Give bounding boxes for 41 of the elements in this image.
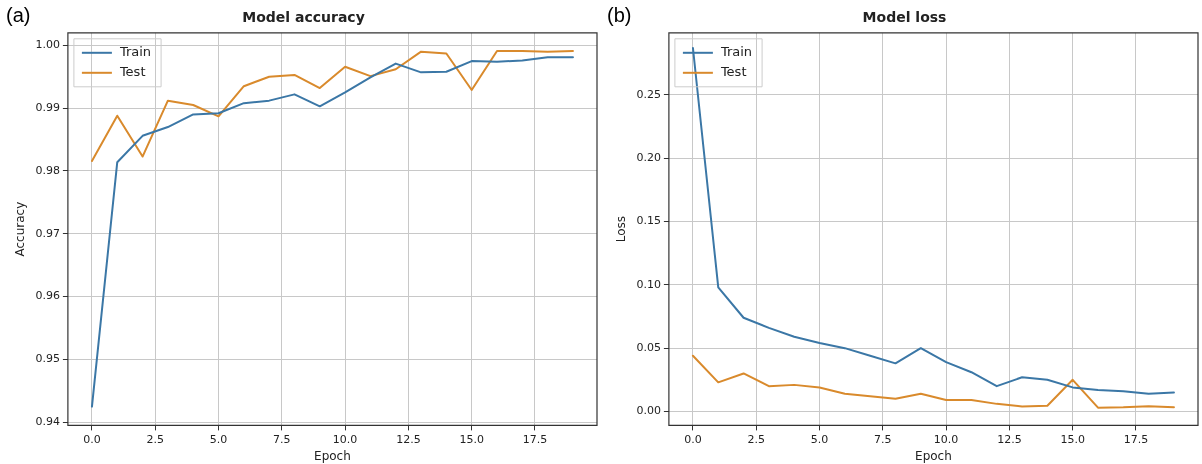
chart-title: Model loss xyxy=(862,9,947,26)
x-tick-label: 7.5 xyxy=(874,432,892,446)
x-tick-label: 12.5 xyxy=(997,432,1022,446)
y-tick-label: 0.95 xyxy=(35,352,60,366)
y-tick-label: 0.00 xyxy=(636,404,661,418)
y-tick-label: 0.99 xyxy=(35,101,60,115)
x-tick-label: 2.5 xyxy=(146,432,164,446)
text: (b) xyxy=(607,3,632,26)
y-axis-title: Loss xyxy=(614,215,629,243)
x-tick-label: 2.5 xyxy=(747,432,765,446)
x-axis-title: Epoch xyxy=(314,448,351,463)
x-tick-label: 17.5 xyxy=(1123,432,1149,446)
x-tick-label: 10.0 xyxy=(332,432,358,446)
x-tick-label: 17.5 xyxy=(522,432,548,446)
x-tick-label: 0.0 xyxy=(684,432,702,446)
x-tick-label: 10.0 xyxy=(933,432,959,446)
x-axis-title: Epoch xyxy=(915,448,952,463)
y-tick-label: 0.25 xyxy=(636,87,661,101)
y-tick-label: 0.20 xyxy=(636,151,661,165)
x-tick-label: 5.0 xyxy=(209,432,228,446)
chart-title: Model accuracy xyxy=(242,9,365,26)
legend-label: Test xyxy=(719,64,747,80)
x-tick-label: 15.0 xyxy=(459,432,484,446)
x-tick-label: 0.0 xyxy=(83,432,101,446)
y-tick-label: 1.00 xyxy=(35,38,60,52)
text: (a) xyxy=(6,3,31,26)
y-tick-label: 0.96 xyxy=(35,289,60,303)
legend-label: Train xyxy=(118,44,152,60)
legend-label: Test xyxy=(118,64,146,80)
y-tick-label: 0.10 xyxy=(636,277,661,291)
y-tick-label: 0.97 xyxy=(35,226,60,240)
x-tick-label: 12.5 xyxy=(396,432,421,446)
y-tick-label: 0.98 xyxy=(35,163,60,177)
y-tick-label: 0.15 xyxy=(636,214,661,228)
legend-label: Train xyxy=(719,44,753,60)
y-tick-label: 0.05 xyxy=(636,341,661,355)
x-tick-label: 15.0 xyxy=(1060,432,1085,446)
x-tick-label: 5.0 xyxy=(810,432,829,446)
y-axis-title: Accuracy xyxy=(13,201,28,257)
x-tick-label: 7.5 xyxy=(273,432,291,446)
y-tick-label: 0.94 xyxy=(35,415,60,429)
